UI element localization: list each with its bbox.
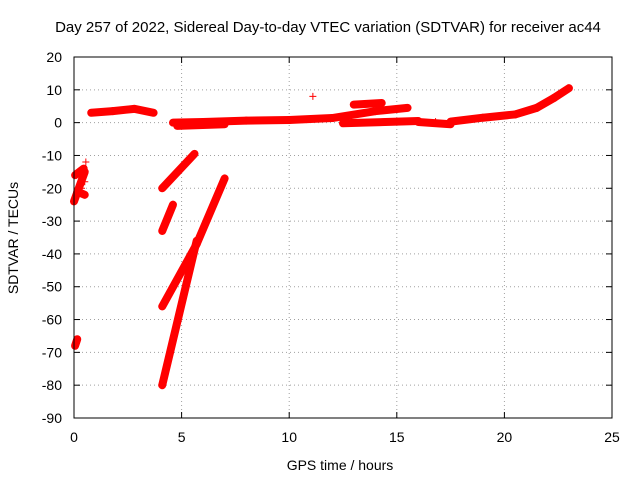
plot-frame [73,56,613,419]
data-point-band [349,98,386,109]
data-point-band [73,187,89,199]
data-point-band [130,104,158,117]
x-tick-label: 20 [497,429,513,445]
data-point-band [242,116,294,125]
y-tick-label: -90 [42,410,62,426]
y-axis-label: SDTVAR / TECUs [5,182,21,294]
data-point-band [371,103,412,116]
x-tick-label: 10 [281,429,297,445]
data-point-band [549,84,573,103]
y-tick-label: 10 [46,82,62,98]
x-axis-label: GPS time / hours [287,457,394,473]
data-point-band [339,116,423,128]
y-tick-label: -60 [42,312,62,328]
series-descent-b [158,200,177,235]
data-point-band [478,110,520,122]
data-point-band [192,174,229,249]
series-main-track [168,84,573,130]
data-point-band [414,117,455,129]
data-point-band [158,149,199,193]
data-point-band [158,200,177,235]
y-tick-label: -40 [42,246,62,262]
data-point-band [70,167,89,206]
data-point [309,92,317,100]
series-descent-d [158,236,201,390]
data-points [70,84,573,390]
data-point [82,158,90,166]
x-tick-label: 5 [178,429,186,445]
data-point-band [173,120,229,130]
data-point [78,184,86,192]
y-tick-label: -20 [42,180,62,196]
data-point-band [328,107,380,123]
x-tick-label: 25 [604,429,620,445]
chart-title: Day 257 of 2022, Sidereal Day-to-day VTE… [55,19,601,36]
x-tick-label: 15 [389,429,405,445]
grid-lines [74,57,612,418]
y-tick-label: -50 [42,279,62,295]
data-point-band [71,164,88,180]
axis-ticks: 0 5 10 15 20 25 -90 -80 -70 -60 -50 -40 -30 -20 -10 0 10… [42,49,620,445]
y-tick-label: 0 [54,115,62,131]
data-point [432,118,440,126]
series-descent-a [158,149,199,193]
data-point [81,178,89,186]
data-point [462,116,470,124]
data-point-band [285,114,337,125]
data-point-band [158,236,201,390]
series-early-cluster [70,158,90,206]
y-tick-label: -10 [42,147,62,163]
data-point-band [71,335,82,350]
series-morning-arc [87,104,158,117]
series-early-low [71,335,82,350]
y-tick-label: -80 [42,377,62,393]
y-tick-label: -30 [42,213,62,229]
y-tick-label: -70 [42,344,62,360]
y-tick-label: 20 [46,49,62,65]
x-tick-label: 0 [70,429,78,445]
